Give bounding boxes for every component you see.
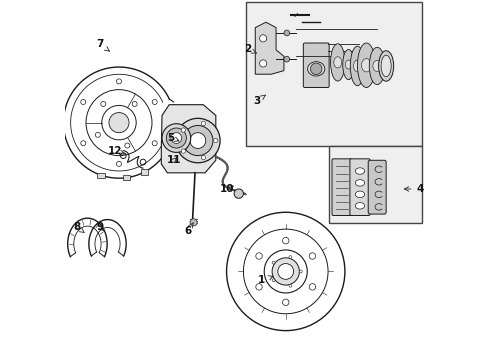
- Text: 4: 4: [404, 184, 423, 194]
- Circle shape: [284, 30, 289, 36]
- Circle shape: [282, 299, 288, 306]
- Circle shape: [271, 258, 299, 285]
- Bar: [97, 173, 104, 178]
- Text: 7: 7: [97, 40, 109, 51]
- Circle shape: [183, 126, 212, 156]
- Text: 10: 10: [220, 184, 234, 194]
- Text: 12: 12: [107, 145, 124, 156]
- Text: 6: 6: [184, 223, 193, 236]
- Circle shape: [175, 118, 220, 163]
- Circle shape: [152, 99, 157, 104]
- Circle shape: [308, 284, 315, 290]
- Circle shape: [234, 189, 243, 198]
- Circle shape: [284, 56, 289, 62]
- Circle shape: [288, 284, 291, 287]
- Bar: [140, 169, 147, 175]
- Circle shape: [299, 270, 302, 273]
- Ellipse shape: [349, 46, 364, 86]
- Ellipse shape: [355, 203, 364, 209]
- Circle shape: [190, 133, 205, 148]
- Circle shape: [162, 124, 190, 152]
- Text: 1: 1: [258, 275, 273, 285]
- Bar: [122, 175, 129, 180]
- Ellipse shape: [368, 47, 384, 85]
- FancyBboxPatch shape: [367, 160, 386, 214]
- Ellipse shape: [361, 59, 370, 72]
- Circle shape: [181, 128, 185, 132]
- Circle shape: [259, 35, 266, 42]
- Circle shape: [310, 63, 321, 75]
- Text: 2: 2: [243, 44, 256, 54]
- FancyBboxPatch shape: [349, 159, 369, 216]
- Circle shape: [277, 264, 293, 279]
- Circle shape: [116, 79, 121, 84]
- Circle shape: [255, 253, 262, 259]
- Text: 11: 11: [166, 155, 181, 165]
- Ellipse shape: [307, 62, 324, 76]
- Ellipse shape: [355, 180, 364, 186]
- Text: 8: 8: [73, 222, 84, 233]
- Circle shape: [132, 102, 137, 107]
- Circle shape: [95, 132, 100, 137]
- Polygon shape: [161, 105, 215, 173]
- Ellipse shape: [342, 49, 353, 80]
- Text: 9: 9: [97, 222, 103, 232]
- Circle shape: [282, 237, 288, 244]
- Circle shape: [171, 133, 182, 143]
- Polygon shape: [255, 22, 284, 74]
- Ellipse shape: [380, 55, 390, 77]
- Circle shape: [190, 219, 197, 226]
- Ellipse shape: [372, 60, 381, 72]
- Circle shape: [288, 256, 291, 258]
- Circle shape: [152, 141, 157, 146]
- Ellipse shape: [333, 57, 341, 68]
- Circle shape: [81, 99, 85, 104]
- Text: 5: 5: [167, 133, 179, 143]
- Circle shape: [201, 121, 205, 126]
- FancyBboxPatch shape: [331, 159, 351, 216]
- Ellipse shape: [357, 43, 375, 87]
- Circle shape: [116, 161, 121, 166]
- Ellipse shape: [330, 44, 344, 81]
- Circle shape: [201, 156, 205, 160]
- Ellipse shape: [378, 51, 393, 81]
- Ellipse shape: [353, 60, 361, 72]
- Ellipse shape: [345, 60, 351, 69]
- Bar: [246, 3, 421, 146]
- Circle shape: [308, 253, 315, 259]
- Circle shape: [124, 143, 130, 148]
- Bar: [328, 146, 421, 223]
- Circle shape: [259, 60, 266, 67]
- Text: 3: 3: [253, 95, 265, 106]
- Circle shape: [271, 261, 274, 264]
- Ellipse shape: [355, 168, 364, 174]
- Circle shape: [255, 284, 262, 290]
- Ellipse shape: [355, 191, 364, 198]
- Circle shape: [213, 138, 218, 143]
- Circle shape: [109, 113, 129, 133]
- Circle shape: [166, 128, 186, 148]
- FancyBboxPatch shape: [303, 43, 328, 87]
- Circle shape: [81, 141, 85, 146]
- Circle shape: [271, 279, 274, 282]
- Circle shape: [101, 102, 105, 107]
- Circle shape: [181, 149, 185, 153]
